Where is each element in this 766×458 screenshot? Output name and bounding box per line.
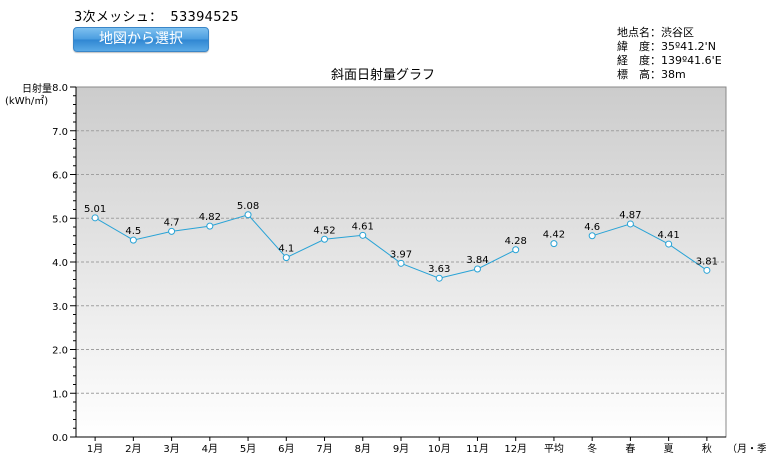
series-line bbox=[94, 214, 516, 279]
x-tick-label: 7月 bbox=[316, 443, 332, 455]
data-point bbox=[626, 220, 634, 228]
data-point bbox=[588, 232, 596, 240]
data-label: 3.63 bbox=[428, 264, 450, 275]
y-tick-label: 4.0 bbox=[52, 258, 68, 269]
y-tick-label: 6.0 bbox=[52, 171, 68, 182]
data-label: 4.42 bbox=[543, 230, 565, 241]
data-label: 3.84 bbox=[466, 255, 488, 266]
data-point bbox=[397, 259, 405, 267]
y-tick-label: 7.0 bbox=[52, 127, 68, 138]
data-label: 4.61 bbox=[352, 221, 374, 232]
x-tick-label: 6月 bbox=[278, 443, 294, 455]
x-axis-suffix: （月・季） bbox=[727, 443, 766, 455]
data-point bbox=[512, 246, 520, 254]
data-label: 4.82 bbox=[199, 212, 221, 223]
data-point bbox=[703, 266, 711, 274]
x-tick-label: 1月 bbox=[87, 443, 103, 455]
x-tick-label: 夏 bbox=[664, 443, 674, 455]
data-point bbox=[282, 254, 290, 262]
x-tick-label: 8月 bbox=[355, 443, 371, 455]
location-info: 地点名：渋谷区 緯 度：35º41.2'N 経 度：139º41.6'E 標 高… bbox=[617, 26, 722, 82]
data-label: 4.28 bbox=[505, 236, 527, 247]
x-tick-label: 10月 bbox=[428, 443, 451, 455]
mesh-code: 53394525 bbox=[170, 10, 239, 25]
data-label: 4.1 bbox=[278, 244, 294, 255]
data-point bbox=[435, 274, 443, 282]
y-tick-label: 2.0 bbox=[52, 346, 68, 357]
x-tick-label: 11月 bbox=[466, 443, 489, 455]
longitude: 経 度：139º41.6'E bbox=[617, 54, 722, 67]
elevation: 標 高：38m bbox=[617, 68, 686, 81]
y-tick-label: 0.0 bbox=[52, 433, 68, 444]
select-from-map-button[interactable]: 地図から選択 bbox=[73, 27, 209, 52]
data-label: 5.08 bbox=[237, 201, 259, 212]
mesh-code-line: 3次メッシュ： 53394525 bbox=[74, 6, 239, 25]
y-tick-label: 3.0 bbox=[52, 302, 68, 313]
data-point bbox=[206, 222, 214, 230]
data-point bbox=[321, 235, 329, 243]
data-label: 4.87 bbox=[619, 210, 641, 221]
x-tick-label: 12月 bbox=[504, 443, 527, 455]
data-point bbox=[359, 231, 367, 239]
data-point bbox=[473, 265, 481, 273]
y-tick-label: 8.0 bbox=[52, 83, 68, 94]
location-name: 地点名：渋谷区 bbox=[617, 26, 694, 39]
data-point bbox=[244, 211, 252, 219]
data-label: 4.52 bbox=[313, 225, 335, 236]
x-tick-label: 秋 bbox=[702, 442, 712, 455]
data-label: 4.6 bbox=[584, 222, 600, 233]
x-tick-label: 3月 bbox=[163, 443, 179, 455]
x-tick-label: 冬 bbox=[587, 442, 597, 455]
x-tick-label: 平均 bbox=[544, 443, 564, 455]
chart-title: 斜面日射量グラフ bbox=[330, 68, 435, 83]
x-tick-label: 5月 bbox=[240, 443, 256, 455]
data-point bbox=[91, 214, 99, 222]
x-tick-label: 春 bbox=[625, 443, 635, 455]
data-label: 4.7 bbox=[164, 217, 180, 228]
data-point bbox=[168, 227, 176, 235]
data-label: 4.41 bbox=[658, 230, 680, 241]
y-tick-label: 5.0 bbox=[52, 214, 68, 225]
latitude: 緯 度：35º41.2'N bbox=[617, 40, 716, 53]
series-line bbox=[592, 223, 708, 271]
data-label: 3.97 bbox=[390, 249, 412, 260]
x-tick-label: 2月 bbox=[125, 443, 141, 455]
data-label: 4.5 bbox=[125, 226, 141, 237]
mesh-label: 3次メッシュ： bbox=[74, 10, 163, 25]
data-point bbox=[665, 240, 673, 248]
y-axis-label: 日射量 bbox=[22, 83, 52, 95]
data-label: 3.81 bbox=[696, 256, 718, 267]
data-point bbox=[129, 236, 137, 244]
data-label: 5.01 bbox=[84, 204, 106, 215]
x-tick-label: 4月 bbox=[202, 443, 218, 455]
x-tick-label: 9月 bbox=[393, 443, 409, 455]
y-axis-label: (kWh/㎡) bbox=[5, 95, 48, 107]
data-point bbox=[550, 240, 558, 248]
y-tick-label: 1.0 bbox=[52, 389, 68, 400]
